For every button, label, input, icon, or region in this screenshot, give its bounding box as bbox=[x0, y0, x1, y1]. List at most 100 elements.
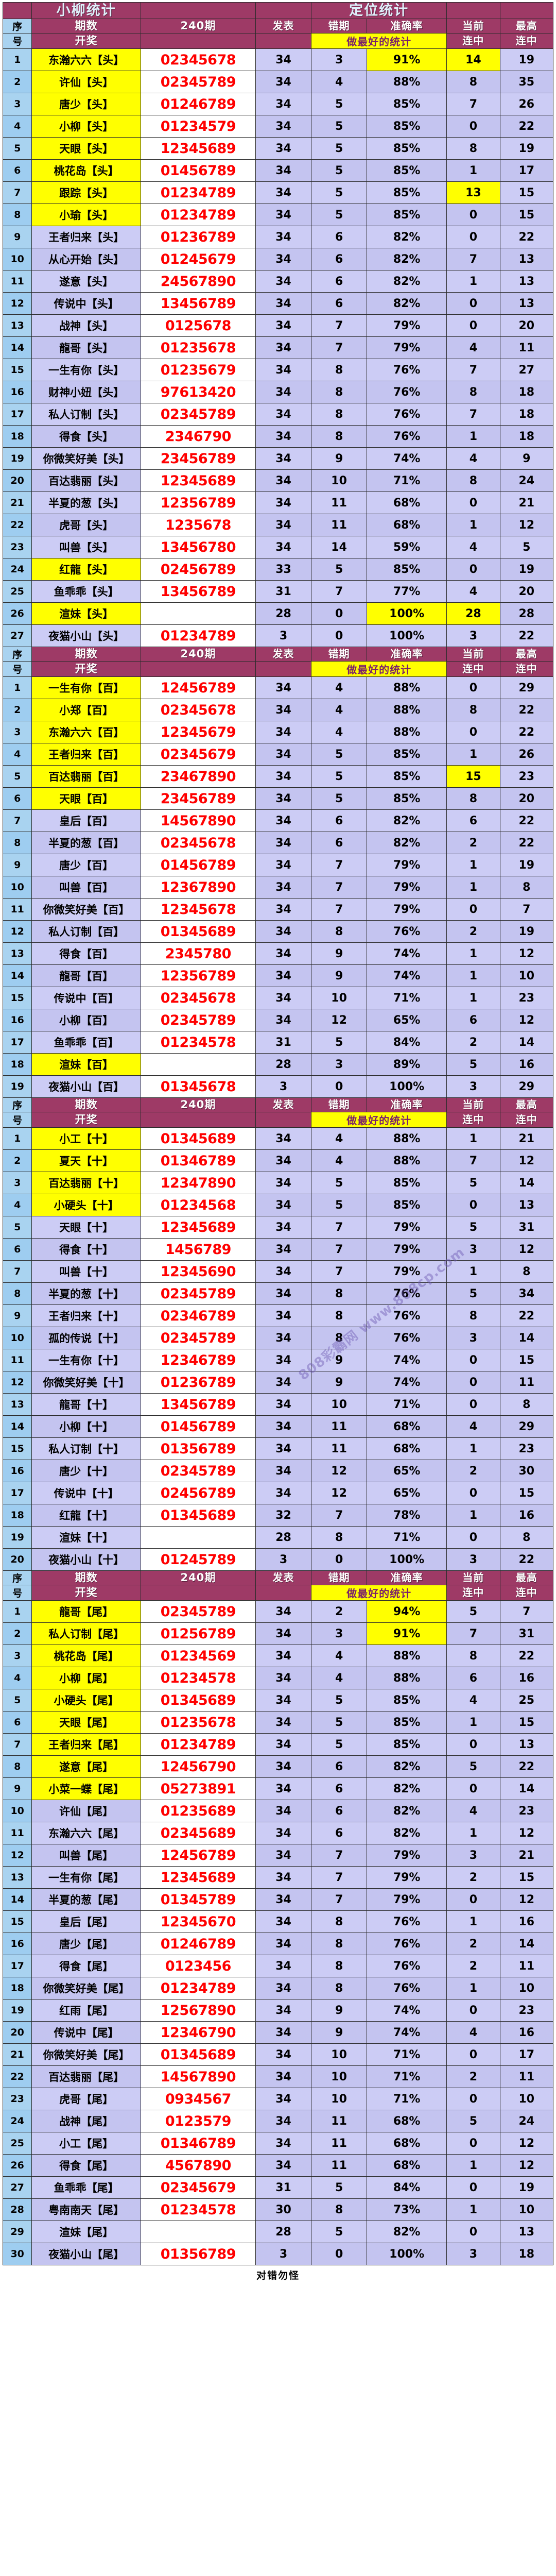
row-published: 34 bbox=[255, 181, 312, 204]
row-max-streak: 12 bbox=[499, 1149, 554, 1172]
row-accuracy: 88% bbox=[367, 676, 447, 699]
row-current-streak: 2 bbox=[446, 1031, 500, 1054]
row-published: 31 bbox=[255, 1031, 312, 1054]
row-missed: 7 bbox=[311, 1888, 368, 1911]
table-row: 23 叫兽【头】 13456780 34 14 59% 4 5 bbox=[2, 536, 554, 558]
row-index: 19 bbox=[2, 447, 32, 470]
row-current-streak: 4 bbox=[446, 580, 500, 603]
row-max-streak: 19 bbox=[499, 558, 554, 581]
row-max-streak: 16 bbox=[499, 1667, 554, 1689]
row-max-streak: 22 bbox=[499, 809, 554, 832]
row-published: 34 bbox=[255, 447, 312, 470]
row-published: 34 bbox=[255, 270, 312, 293]
row-missed: 8 bbox=[311, 1526, 368, 1549]
row-published: 34 bbox=[255, 159, 312, 182]
table-row: 22 百达翡丽【尾】 14567890 34 10 71% 2 11 bbox=[2, 2065, 554, 2088]
table-row: 11 你微笑好美【百】 12345678 34 7 79% 0 7 bbox=[2, 898, 554, 921]
table-row: 10 许仙【尾】 01235689 34 6 82% 4 23 bbox=[2, 1800, 554, 1822]
column-header-row-1: 序期数 240期 发表 错期 准确率 当前 最高 bbox=[2, 1097, 554, 1112]
row-numbers: 01346789 bbox=[140, 2132, 256, 2155]
title-spacer-right bbox=[446, 2, 500, 19]
row-missed: 9 bbox=[311, 942, 368, 965]
row-numbers: 0123456 bbox=[140, 1955, 256, 1977]
row-numbers: 12367890 bbox=[140, 876, 256, 899]
header-seq-line1: 序 bbox=[2, 1097, 32, 1112]
row-missed: 4 bbox=[311, 699, 368, 721]
row-accuracy: 79% bbox=[367, 854, 447, 876]
header-blank-1 bbox=[140, 661, 256, 677]
row-published: 34 bbox=[255, 1349, 312, 1371]
row-accuracy: 85% bbox=[367, 115, 447, 138]
row-index: 14 bbox=[2, 964, 32, 987]
row-published: 34 bbox=[255, 1482, 312, 1504]
row-index: 28 bbox=[2, 2198, 32, 2221]
row-published: 34 bbox=[255, 1999, 312, 2022]
row-accuracy: 68% bbox=[367, 1437, 447, 1460]
row-max-streak: 34 bbox=[499, 1282, 554, 1305]
row-numbers: 01345689 bbox=[140, 1127, 256, 1150]
row-index: 29 bbox=[2, 2221, 32, 2243]
row-published: 34 bbox=[255, 2065, 312, 2088]
row-published: 34 bbox=[255, 492, 312, 514]
row-index: 19 bbox=[2, 1999, 32, 2022]
row-numbers: 01245789 bbox=[140, 1548, 256, 1571]
row-max-streak: 22 bbox=[499, 721, 554, 743]
row-accuracy: 79% bbox=[367, 1844, 447, 1867]
row-author-name: 夏天【十】 bbox=[31, 1149, 141, 1172]
row-index: 1 bbox=[2, 676, 32, 699]
row-numbers: 01345789 bbox=[140, 1888, 256, 1911]
row-missed: 5 bbox=[311, 1689, 368, 1711]
table-row: 6 桃花岛【头】 01456789 34 5 85% 1 17 bbox=[2, 159, 554, 182]
row-author-name: 唐少【十】 bbox=[31, 1460, 141, 1482]
table-row: 7 跟踪【头】 01234789 34 5 85% 13 15 bbox=[2, 181, 554, 204]
row-current-streak: 0 bbox=[446, 2221, 500, 2243]
row-published: 34 bbox=[255, 876, 312, 899]
row-current-streak: 0 bbox=[446, 292, 500, 315]
row-index: 17 bbox=[2, 403, 32, 426]
table-row: 10 孤的传说【十】 02345789 34 8 76% 3 14 bbox=[2, 1327, 554, 1349]
row-author-name: 夜猫小山【头】 bbox=[31, 624, 141, 647]
footer-note: 对错勿怪 bbox=[256, 2270, 300, 2281]
row-index: 8 bbox=[2, 832, 32, 854]
row-current-streak: 8 bbox=[446, 469, 500, 492]
row-max-streak: 12 bbox=[499, 1009, 554, 1031]
row-author-name: 鱼乖乖【头】 bbox=[31, 580, 141, 603]
row-missed: 8 bbox=[311, 425, 368, 448]
row-missed: 4 bbox=[311, 676, 368, 699]
row-accuracy: 71% bbox=[367, 1526, 447, 1549]
row-numbers: 02345678 bbox=[140, 48, 256, 71]
header-blank-2 bbox=[255, 1585, 312, 1601]
row-author-name: 皇后【百】 bbox=[31, 809, 141, 832]
row-author-name: 遂意【尾】 bbox=[31, 1755, 141, 1778]
row-published: 34 bbox=[255, 898, 312, 921]
row-author-name: 跟踪【头】 bbox=[31, 181, 141, 204]
row-missed: 11 bbox=[311, 492, 368, 514]
row-max-streak: 21 bbox=[499, 1127, 554, 1150]
row-published: 34 bbox=[255, 2021, 312, 2044]
row-numbers: 13456789 bbox=[140, 292, 256, 315]
row-current-streak: 3 bbox=[446, 1327, 500, 1349]
row-published: 34 bbox=[255, 1800, 312, 1822]
row-author-name: 唐少【尾】 bbox=[31, 1933, 141, 1955]
row-current-streak: 1 bbox=[446, 1711, 500, 1734]
row-numbers bbox=[140, 1053, 256, 1076]
row-missed: 8 bbox=[311, 920, 368, 943]
row-max-streak: 14 bbox=[499, 1172, 554, 1194]
row-published: 34 bbox=[255, 1733, 312, 1756]
row-author-name: 半夏的葱【尾】 bbox=[31, 1888, 141, 1911]
row-numbers: 01234578 bbox=[140, 2198, 256, 2221]
row-missed: 7 bbox=[311, 580, 368, 603]
row-index: 16 bbox=[2, 381, 32, 403]
row-published: 34 bbox=[255, 1977, 312, 1999]
row-max-streak: 12 bbox=[499, 514, 554, 536]
row-index: 7 bbox=[2, 1733, 32, 1756]
table-row: 18 渲妹【百】 28 3 89% 5 16 bbox=[2, 1053, 554, 1076]
row-current-streak: 2 bbox=[446, 1955, 500, 1977]
row-missed: 0 bbox=[311, 1075, 368, 1098]
row-author-name: 百达翡丽【百】 bbox=[31, 765, 141, 788]
row-current-streak: 2 bbox=[446, 1460, 500, 1482]
row-index: 14 bbox=[2, 336, 32, 359]
row-index: 27 bbox=[2, 624, 32, 647]
row-missed: 6 bbox=[311, 1822, 368, 1844]
row-numbers: 01345689 bbox=[140, 2043, 256, 2066]
